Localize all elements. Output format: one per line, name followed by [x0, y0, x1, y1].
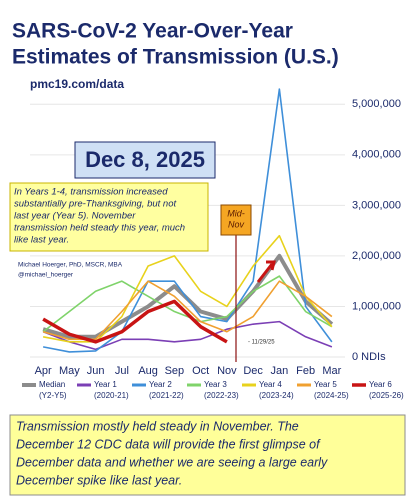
note-box — [9, 182, 209, 252]
legend-label: (2024-25) — [314, 391, 349, 400]
legend-label: Median — [39, 380, 65, 389]
footer-line: December spike like last year. — [16, 473, 182, 487]
y-tick-label: 0 NDIs — [352, 351, 386, 363]
legend-label: (2021-22) — [149, 391, 184, 400]
footer-line: December data and whether we are seeing … — [16, 455, 328, 469]
legend-label: (2025-26) — [369, 391, 404, 400]
plot-area — [30, 88, 345, 358]
legend-label: (Y2-Y5) — [39, 391, 67, 400]
marker-box — [220, 204, 252, 236]
x-tick-label: Feb — [296, 365, 315, 377]
x-tick-label: Jul — [115, 365, 129, 377]
marker-label: Nov — [228, 219, 245, 229]
y-tick-label: 1,000,000 — [352, 300, 401, 312]
x-tick-label: Dec — [243, 365, 263, 377]
series-line — [42, 299, 228, 344]
note-line: transmission held steady this year, much — [14, 223, 185, 234]
date-label: Dec 8, 2025 — [85, 147, 205, 172]
subtitle: pmc19.com/data — [30, 77, 124, 91]
trend-arrow — [256, 260, 276, 283]
x-tick-label: Oct — [192, 365, 209, 377]
author: @michael_hoerger — [18, 272, 74, 279]
series-line — [42, 88, 333, 353]
legend-label: (2023-24) — [259, 391, 294, 400]
x-tick-label: Aug — [138, 365, 158, 377]
x-tick-label: Sep — [165, 365, 185, 377]
title-line: SARS-CoV-2 Year-Over-Year — [12, 20, 293, 43]
legend-label: Year 4 — [259, 380, 282, 389]
note-line: last year (Year 5). November — [14, 211, 136, 222]
legend-label: Year 3 — [204, 380, 227, 389]
series-line — [42, 275, 333, 333]
footer-line: Transmission mostly held steady in Novem… — [16, 419, 299, 433]
x-tick-label: Jun — [87, 365, 105, 377]
x-tick-label: Nov — [217, 365, 237, 377]
legend-label: Year 2 — [149, 380, 172, 389]
marker-label: Mid- — [227, 208, 245, 218]
legend-label: Year 5 — [314, 380, 337, 389]
legend-label: (2020-21) — [94, 391, 129, 400]
series-line — [42, 320, 333, 351]
x-tick-label: Jan — [271, 365, 289, 377]
y-tick-label: 5,000,000 — [352, 98, 401, 110]
x-tick-label: May — [59, 365, 80, 377]
y-tick-label: 2,000,000 — [352, 250, 401, 262]
note-line: substantially pre-Thanksgiving, but not — [14, 199, 176, 210]
author: Michael Hoerger, PhD, MSCR, MBA — [18, 262, 123, 269]
date-box — [74, 141, 216, 179]
legend-label: (2022-23) — [204, 391, 239, 400]
legend-label: Year 1 — [94, 380, 117, 389]
latest-label: - 11/29/25 — [248, 340, 275, 346]
y-tick-label: 4,000,000 — [352, 149, 401, 161]
footer-box — [9, 414, 406, 496]
note-line: like last year. — [14, 235, 69, 246]
note-line: In Years 1-4, transmission increased — [14, 187, 168, 198]
footer-line: December 12 CDC data will provide the fi… — [16, 437, 321, 451]
x-tick-label: Mar — [322, 365, 341, 377]
title-line: Estimates of Transmission (U.S.) — [12, 46, 339, 69]
y-tick-label: 3,000,000 — [352, 199, 401, 211]
x-tick-label: Apr — [35, 365, 52, 377]
legend-label: Year 6 — [369, 380, 392, 389]
